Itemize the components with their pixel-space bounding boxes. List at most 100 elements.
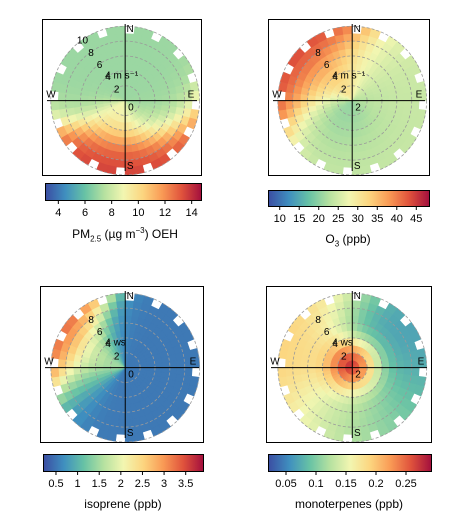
polar-cell <box>169 93 178 101</box>
colorbar-tick-label: 0.05 <box>275 478 296 490</box>
polar-cell <box>344 418 353 428</box>
polar-cell <box>172 407 185 421</box>
polar-cell <box>124 129 131 139</box>
colorbar-tick-label: 12 <box>159 207 171 219</box>
polar-cell <box>399 140 412 154</box>
colorbar-ticks-isoprene: 0.5 1 1.5 2 2.5 3 3.5 <box>48 471 193 490</box>
polar-cell <box>343 159 353 168</box>
polar-cell <box>345 315 353 324</box>
colorbar-tick-label: 1 <box>75 478 81 490</box>
polar-cell <box>277 100 287 111</box>
polar-cell <box>154 95 163 101</box>
polar-cell <box>314 100 324 106</box>
speed-ring-label: 4 <box>105 339 111 350</box>
polar-cell <box>165 308 179 321</box>
polar-cell <box>186 117 198 130</box>
polar-cell <box>116 426 126 435</box>
polar-cell <box>176 367 186 376</box>
colorbar-tick-label: 20 <box>313 213 325 225</box>
polar-cell <box>65 100 74 109</box>
speed-unit-label: 4 ws <box>332 338 353 349</box>
colorbar-pm25 <box>45 183 202 201</box>
polar-cell <box>342 292 353 302</box>
polar-cell <box>292 367 301 376</box>
polar-cell <box>283 392 295 406</box>
polar-cell <box>183 100 193 110</box>
polar-cell <box>118 48 126 57</box>
colorbar-tick-label: 30 <box>352 213 364 225</box>
colorbar-tick-label: 2 <box>118 478 124 490</box>
speed-ring-label: 2 <box>341 84 347 95</box>
speed-ring-label: 8 <box>315 315 321 326</box>
polar-cell <box>403 359 413 368</box>
polar-cell <box>142 28 155 40</box>
polar-cell <box>344 151 353 161</box>
colorbar-tick-label: 0.25 <box>395 478 416 490</box>
polar-cell <box>80 367 89 374</box>
polar-cell <box>124 404 132 413</box>
polar-field <box>277 292 428 442</box>
direction-label-n: N <box>354 24 361 35</box>
polar-cell <box>57 100 67 110</box>
speed-ring-label: 2 <box>114 84 120 95</box>
direction-label-w: W <box>272 90 282 101</box>
polar-cell <box>351 151 361 161</box>
polar-cell <box>388 361 398 368</box>
colorbar-tick-label: 45 <box>410 213 422 225</box>
polar-cell <box>299 100 309 108</box>
colorbar-label-o3: O3 (ppb) <box>325 232 371 249</box>
polar-cell <box>95 367 104 372</box>
colorbar-tick-label: 0.1 <box>308 478 323 490</box>
polar-cell <box>117 40 126 50</box>
colorbar-label-monoterpenes: monoterpenes (ppb) <box>294 497 404 511</box>
speed-unit-label: 4 m s⁻¹ <box>332 71 366 82</box>
colorbar-tick-label: 10 <box>274 213 286 225</box>
colorbar-tick-label: 2.5 <box>135 478 150 490</box>
speed-ring-label: 6 <box>324 327 330 338</box>
polar-cell <box>72 100 82 108</box>
polar-cell <box>117 151 126 161</box>
polar-cell <box>410 367 420 377</box>
polar-cell <box>72 367 82 375</box>
colorbar-tick-label: 0.5 <box>48 478 63 490</box>
speed-ring-label: 8 <box>88 48 94 59</box>
polar-plot-pm25: N E S W 2 4 6 8 10 4 m s⁻¹ 0 <box>42 19 202 176</box>
polar-cell <box>343 426 353 435</box>
polar-cell <box>284 91 294 101</box>
polar-cell <box>124 122 130 131</box>
polar-cell <box>351 396 358 406</box>
polar-cell <box>403 100 413 109</box>
polar-cell <box>57 358 67 368</box>
polar-cell <box>396 360 405 368</box>
direction-label-w: W <box>44 357 54 368</box>
polar-cell <box>124 40 134 50</box>
polar-cell <box>161 361 171 368</box>
polar-cell <box>117 418 126 428</box>
polar-cell <box>95 100 104 105</box>
speed-ring-label: 8 <box>315 48 321 59</box>
direction-label-n: N <box>127 291 134 302</box>
polar-cell <box>351 418 361 428</box>
polar-cell <box>124 411 133 421</box>
colorbar-tick-label: 15 <box>293 213 305 225</box>
polar-cell <box>56 392 68 406</box>
polar-cell <box>292 359 301 368</box>
speed-ring-label: 6 <box>97 60 103 71</box>
direction-label-s: S <box>354 428 361 439</box>
origin-label: 2 <box>355 370 361 381</box>
colorbar-tick-label: 6 <box>82 207 88 219</box>
polar-cell <box>351 307 361 317</box>
polar-cell <box>87 367 97 373</box>
polar-cell <box>124 144 133 154</box>
polar-cell <box>351 40 361 50</box>
polar-cell <box>345 48 353 57</box>
polar-cell <box>124 433 136 442</box>
colorbar-monoterpenes <box>268 454 432 472</box>
polar-cell <box>172 140 185 154</box>
direction-label-n: N <box>354 291 361 302</box>
speed-ring-label: 6 <box>324 60 330 71</box>
polar-cell <box>119 322 126 332</box>
